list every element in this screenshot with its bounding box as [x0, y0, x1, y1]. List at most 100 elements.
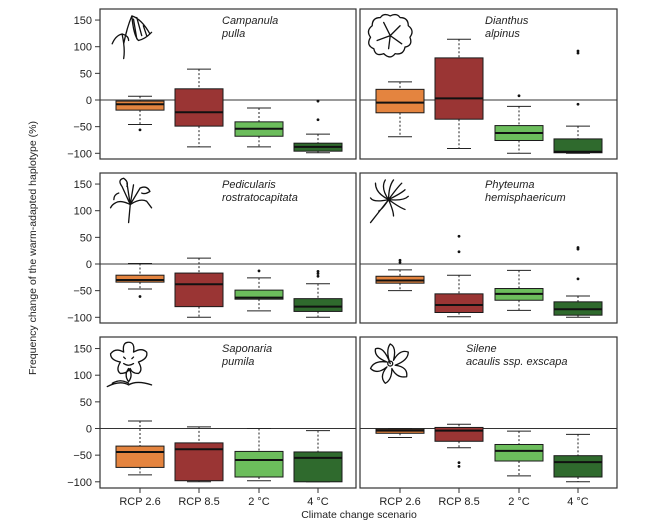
box-4-c [293, 270, 343, 318]
bellflower-icon-path [111, 15, 153, 60]
outlier-point [457, 234, 461, 238]
y-tick-label: 150 [74, 179, 92, 191]
campion-icon [369, 343, 409, 384]
iqr-box [174, 272, 224, 308]
soapwort-icon-path [106, 341, 153, 388]
iqr-box [234, 450, 284, 478]
outlier-point [138, 128, 142, 132]
box-rcp-2-6 [375, 258, 425, 292]
outlier-point [576, 247, 580, 251]
box-4-c [293, 99, 343, 154]
box-4-c [293, 430, 343, 483]
y-tick-label: 100 [74, 206, 92, 218]
species-name-line1: Phyteuma [485, 179, 535, 191]
outlier-point [316, 99, 320, 103]
outlier-point [457, 250, 461, 254]
iqr-box [434, 426, 484, 442]
outlier-point [576, 102, 580, 106]
x-tick-label: 4 °C [307, 496, 329, 508]
box-rcp-8-5 [434, 234, 484, 318]
iqr-box [115, 100, 165, 111]
species-name-line1: Silene [466, 343, 497, 355]
species-name-line1: Campanula [222, 15, 278, 27]
y-tick-label: 50 [80, 68, 92, 80]
panel-frame [359, 172, 618, 324]
box-2-c [234, 428, 284, 482]
y-tick-label: 150 [74, 15, 92, 27]
panel-frame [359, 8, 618, 160]
outlier-point [576, 49, 580, 53]
outlier-point [316, 270, 320, 273]
outlier-point [398, 261, 402, 264]
outlier-point [457, 464, 461, 468]
iqr-box [494, 443, 544, 462]
iqr-box [553, 138, 603, 154]
box-rcp-2-6 [115, 262, 165, 298]
x-tick-label: 2 °C [508, 496, 530, 508]
y-tick-label: 50 [80, 397, 92, 409]
box-rcp-2-6 [375, 81, 425, 138]
iqr-box [293, 451, 343, 483]
carnation-icon-path [367, 13, 413, 58]
x-tick-label: RCP 2.6 [379, 496, 420, 508]
y-tick-label: 0 [86, 95, 92, 107]
y-tick-label: −100 [67, 312, 92, 324]
x-axis-title: Climate change scenario [301, 509, 417, 521]
species-name-line2: pumila [221, 356, 254, 368]
outlier-point [576, 51, 580, 55]
panel-frame [99, 172, 357, 324]
y-tick-label: 0 [86, 259, 92, 271]
soapwort-icon [106, 341, 153, 388]
box-2-c [494, 269, 544, 311]
y-tick-label: −50 [73, 450, 92, 462]
iqr-box [553, 455, 603, 478]
outlier-point [316, 272, 320, 275]
x-tick-label: 4 °C [567, 496, 589, 508]
campion-icon-path [369, 343, 409, 384]
species-name-line1: Dianthus [485, 15, 529, 27]
outlier-point [316, 274, 320, 278]
x-tick-label: RCP 8.5 [438, 496, 479, 508]
box-2-c [494, 430, 544, 477]
iqr-box [115, 445, 165, 468]
box-rcp-2-6 [115, 95, 165, 132]
box-4-c [553, 246, 603, 318]
box-rcp-8-5 [434, 38, 484, 150]
y-tick-label: 100 [74, 42, 92, 54]
rampion-icon [369, 179, 409, 224]
bellflower-icon [111, 15, 153, 60]
outlier-point [398, 258, 402, 262]
iqr-box [234, 289, 284, 300]
carnation-icon [367, 13, 413, 58]
y-tick-label: −100 [67, 477, 92, 489]
outlier-point [457, 461, 461, 465]
box-4-c [553, 49, 603, 154]
iqr-box [434, 57, 484, 120]
species-name-line2: pulla [221, 28, 245, 40]
iqr-box [434, 293, 484, 314]
outlier-point [138, 295, 142, 298]
rampion-icon-path [369, 179, 409, 224]
box-rcp-2-6 [115, 420, 165, 476]
outlier-point [316, 118, 320, 122]
y-tick-label: 150 [74, 344, 92, 356]
panel-pedicularis: 150 100 50 0 −50 −100 Pedicularisrostratocapit… [67, 172, 357, 324]
box-rcp-8-5 [174, 257, 224, 318]
lousewort-icon-path [109, 177, 153, 224]
box-2-c [494, 94, 544, 154]
species-name-line2: hemisphaericum [485, 192, 566, 204]
y-tick-label: 50 [80, 232, 92, 244]
lousewort-icon [109, 177, 153, 224]
iqr-box [293, 298, 343, 312]
box-rcp-8-5 [174, 426, 224, 483]
outlier-point [576, 277, 580, 281]
species-name-line1: Saponaria [222, 343, 272, 355]
iqr-box [375, 88, 425, 114]
iqr-box [115, 274, 165, 283]
iqr-box [174, 88, 224, 127]
